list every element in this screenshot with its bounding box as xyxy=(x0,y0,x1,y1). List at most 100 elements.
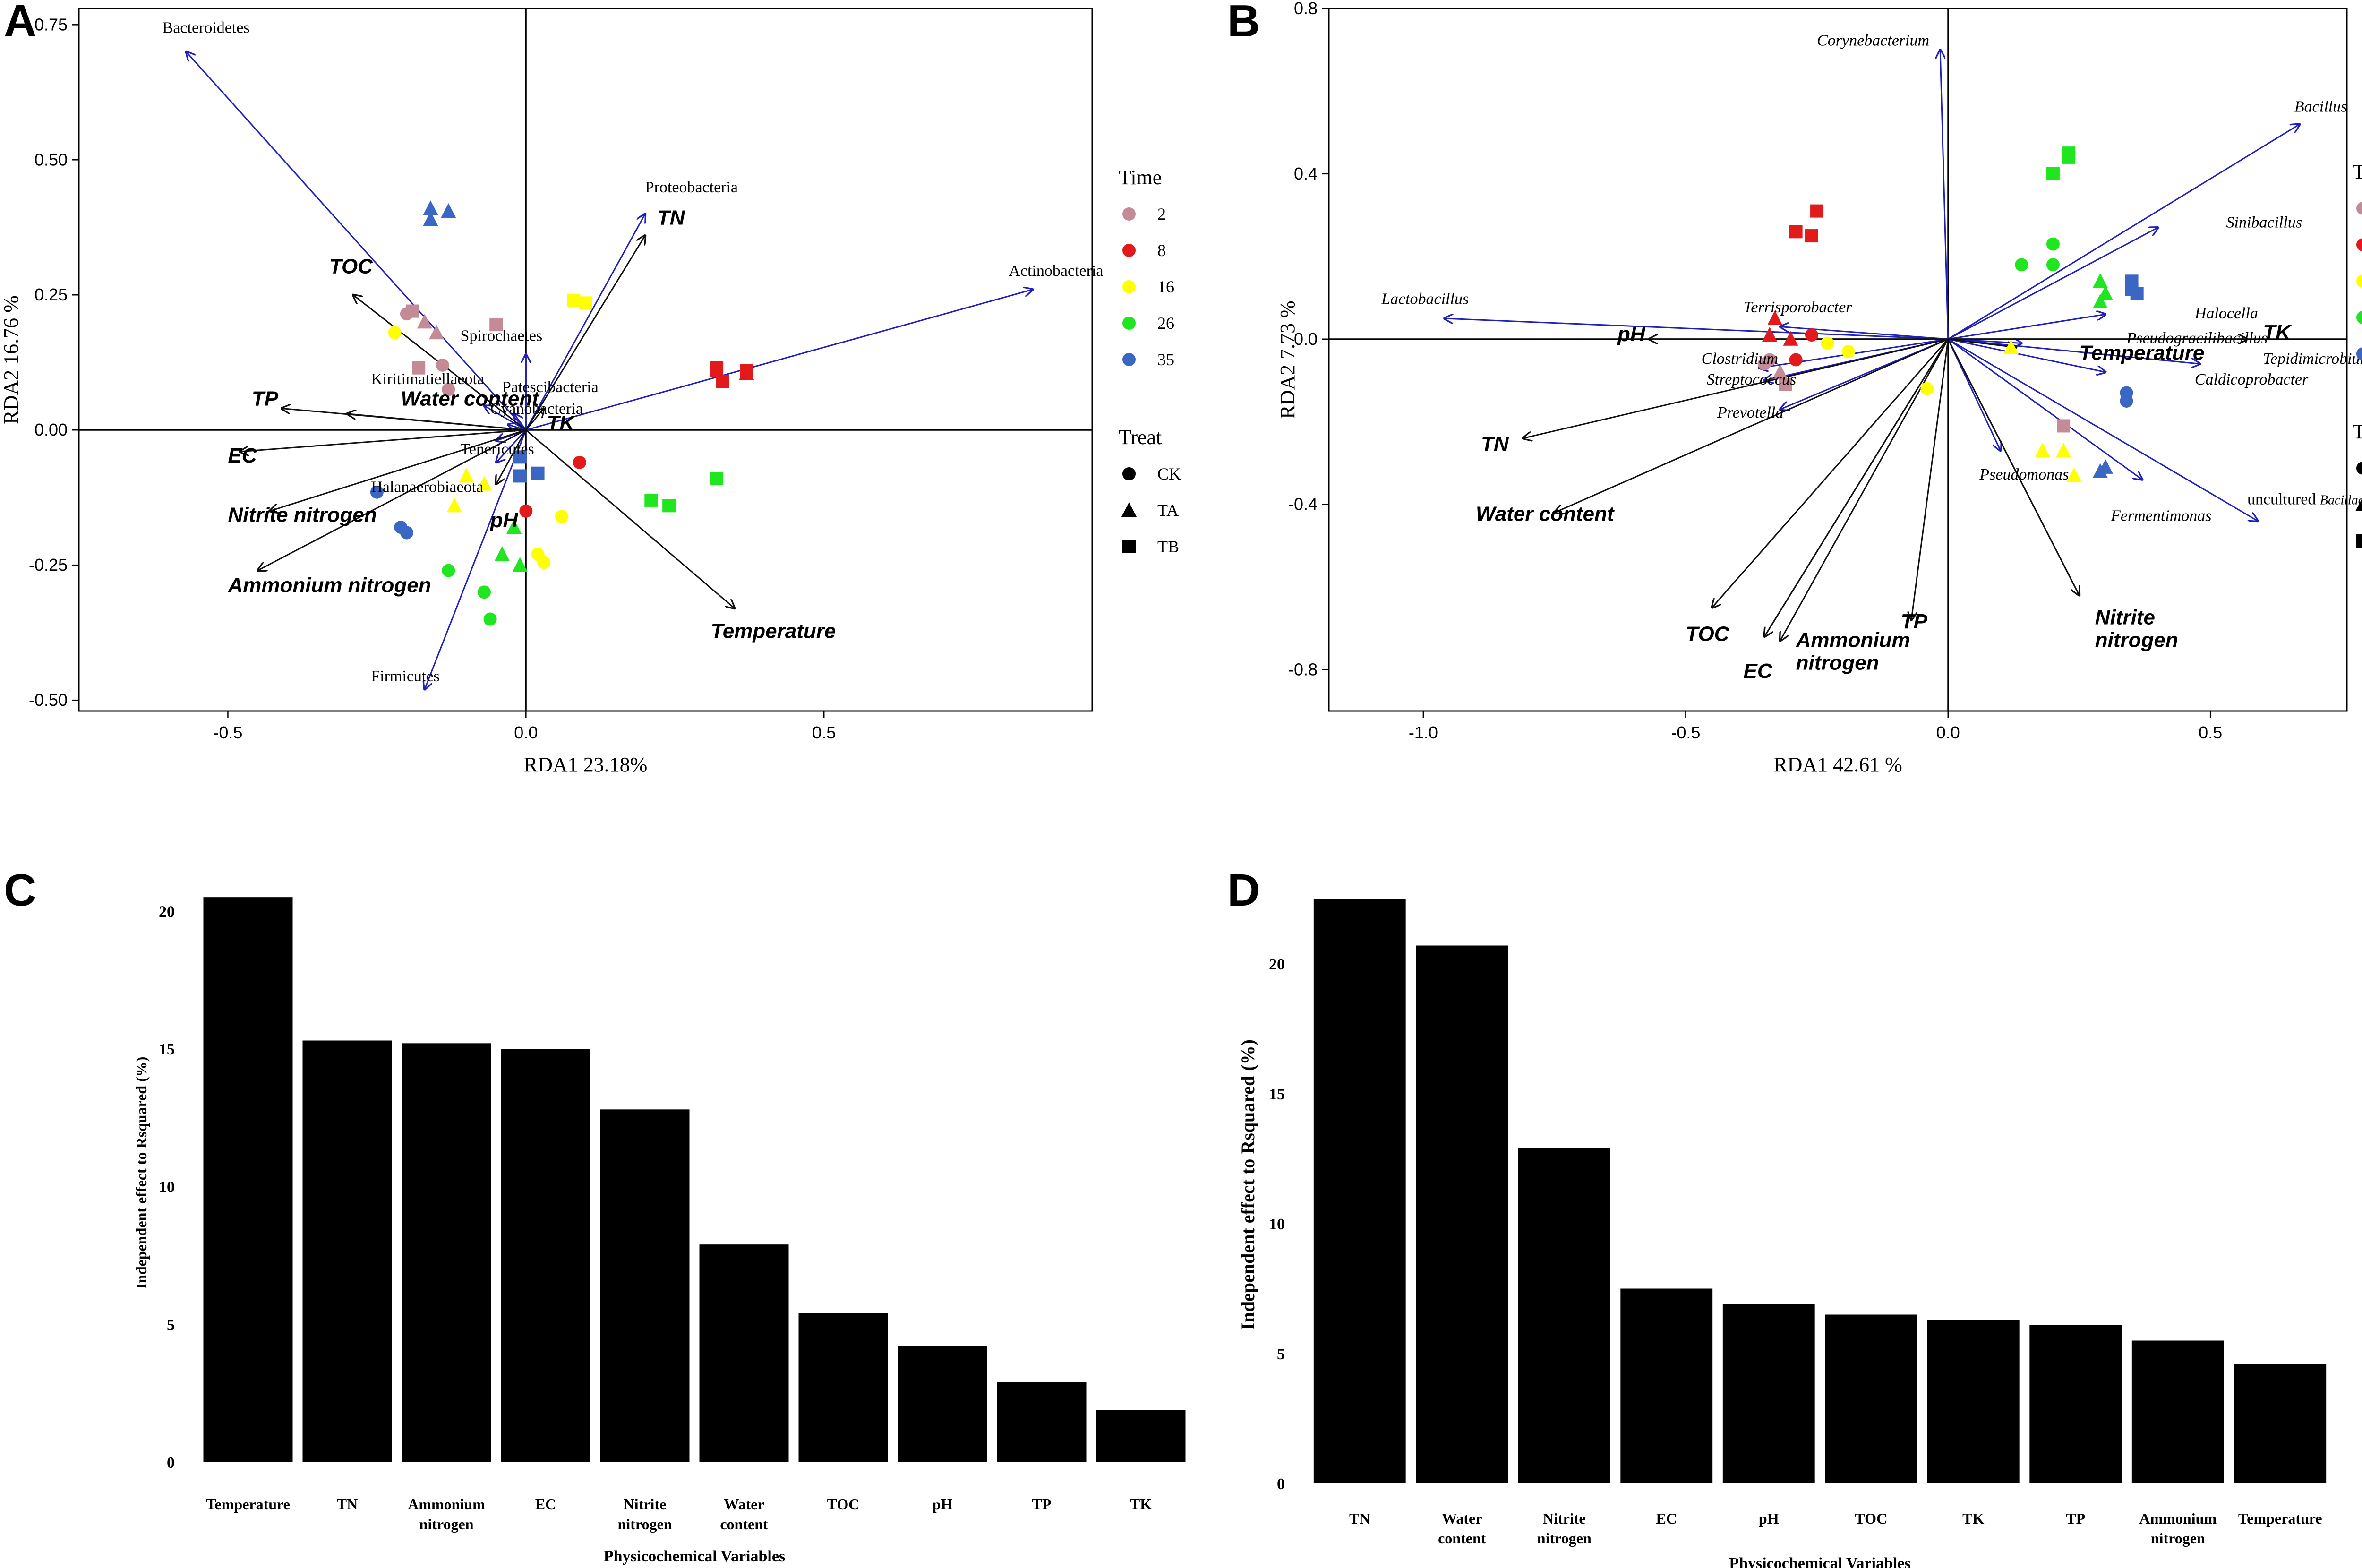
rda-chart-genus: -1.0 -0.5 0.0 0.5 -0.8 -0.4 0.0 0.4 0.8 RDA1 42.6… xyxy=(1276,0,2362,776)
category-label-ammonium-nitrogen: nitrogen xyxy=(419,1516,474,1533)
taxa-label-pseudogracilibacillus: Pseudogracilibacillus xyxy=(2126,330,2267,347)
bar-chart-genus-effects: 0 5 10 15 20 TN Water content Nitrite nitrogen EC p… xyxy=(1237,899,2327,1568)
panel-label-a: A xyxy=(4,0,37,46)
sample-point-t16-tb xyxy=(579,296,592,310)
sample-point-t16-ta xyxy=(459,468,474,483)
sample-point-t35-ta xyxy=(2092,463,2108,478)
taxa-label-tenericutes: Tenericutes xyxy=(461,441,534,458)
sample-point-t2-ta xyxy=(429,325,445,340)
category-label-nitrite-nitrogen: Nitrite xyxy=(1543,1510,1586,1527)
sample-point-t26-ta xyxy=(494,546,510,561)
env-label-ec: EC xyxy=(1744,660,1773,683)
category-label-tn: TN xyxy=(337,1496,358,1513)
y-axis-label: Independent effect to Rsquared (%) xyxy=(133,1057,150,1289)
y-tick-label: 5 xyxy=(1277,1345,1285,1363)
taxa-label-halanaerobiaeota: Halanaerobiaeota xyxy=(371,479,483,496)
taxa-vector-bacteroidetes xyxy=(186,52,527,431)
category-label-tp: TP xyxy=(2066,1510,2085,1527)
taxa-vector-patescibacteria xyxy=(514,414,527,431)
category-label-tn: TN xyxy=(1349,1510,1370,1527)
taxa-label-unculturedbacillaceae: uncultured Bacillaceae xyxy=(2247,491,2362,508)
y-tick-label: 15 xyxy=(159,1041,175,1058)
sample-point-t2-ck xyxy=(1757,357,1771,371)
category-label-water-content: Water xyxy=(724,1496,764,1513)
taxa-label-actinobacteria: Actinobacteria xyxy=(1009,262,1103,280)
env-vector-nitrite-nitrogen xyxy=(270,429,526,511)
bar-nitrite-nitrogen xyxy=(1518,1148,1610,1483)
category-label-tp: TP xyxy=(1032,1496,1052,1513)
env-vector-ec xyxy=(240,429,526,452)
taxa-label-clostridium: Clostridium xyxy=(1702,350,1778,368)
legend-treat-label-ck: CK xyxy=(1157,464,1181,483)
env-vector-tp xyxy=(1911,339,1949,620)
sample-point-t8-ta xyxy=(1783,331,1798,346)
sample-point-t35-tb xyxy=(513,469,527,483)
sample-point-t16-ta xyxy=(2066,467,2082,482)
legend-time-swatch-35 xyxy=(2356,347,2362,360)
env-label-tp: TP xyxy=(252,387,279,411)
env-label-tn: TN xyxy=(1481,432,1509,455)
y-tick-label: 20 xyxy=(159,903,175,920)
legend-time-swatch-2 xyxy=(2356,202,2362,215)
category-label-temperature: Temperature xyxy=(206,1496,290,1513)
y-tick-label: 0 xyxy=(167,1454,175,1472)
sample-point-t26-tb xyxy=(662,499,676,513)
category-label-ammonium-nitrogen: nitrogen xyxy=(2151,1530,2205,1547)
env-label-water-content: Water content xyxy=(1476,503,1615,526)
sample-point-t26-tb xyxy=(710,472,724,486)
sample-point-t26-ta xyxy=(2092,294,2108,309)
bar-ammonium-nitrogen xyxy=(402,1043,491,1462)
taxa-vector-halocella xyxy=(1948,314,2105,340)
legend-time-swatch-2 xyxy=(1122,207,1136,221)
category-label-water-content: content xyxy=(720,1516,768,1533)
env-label-tp: TP xyxy=(1901,610,1928,633)
sample-point-t26-ck xyxy=(2046,258,2060,272)
taxa-label-spirochaetes: Spirochaetes xyxy=(461,327,543,344)
category-label-ph: pH xyxy=(1759,1510,1779,1527)
y-tick-label: -0.4 xyxy=(1288,495,1318,514)
sample-point-t8-tb xyxy=(1789,225,1803,239)
y-tick-label: -0.50 xyxy=(29,690,68,710)
env-label-ph: pH xyxy=(490,509,519,532)
legend-treat-title: Treat xyxy=(1119,426,1162,449)
taxa-vector-halanaerobiaeota xyxy=(496,429,527,463)
env-label-water-content: Water content xyxy=(401,387,540,411)
bar-tn xyxy=(302,1040,392,1462)
y-tick-label: 0.25 xyxy=(34,285,68,304)
x-tick-label: -0.5 xyxy=(213,723,242,742)
legend-time-label-2: 2 xyxy=(1157,205,1166,223)
x-axis-label: Physicochemical Variables xyxy=(604,1548,785,1565)
sample-point-t35-ta xyxy=(423,200,438,215)
taxa-label-halocella: Halocella xyxy=(2194,305,2258,322)
bar-ammonium-nitrogen xyxy=(2131,1340,2224,1483)
y-axis-label: RDA2 7.73 % xyxy=(1276,300,1299,419)
y-tick-label: -0.25 xyxy=(29,555,68,574)
env-vector-tn xyxy=(1523,338,1949,438)
legend-time-swatch-16 xyxy=(2356,274,2362,288)
sample-point-t26-ck xyxy=(442,564,455,577)
y-tick-label: 15 xyxy=(1269,1086,1285,1103)
sample-point-t16-ck xyxy=(1841,345,1855,359)
env-label-tn: TN xyxy=(657,206,685,230)
category-label-water-content: content xyxy=(1438,1530,1486,1547)
sample-point-t8-tb xyxy=(710,361,724,375)
env-vector-ec xyxy=(1780,339,1949,641)
category-label-water-content: Water xyxy=(1442,1510,1482,1527)
taxa-label-lactobacillus: Lactobacillus xyxy=(1381,290,1469,308)
legend-time-swatch-8 xyxy=(2356,238,2362,251)
legend-time-label-26: 26 xyxy=(1157,314,1174,333)
taxa-label-pseudomonas: Pseudomonas xyxy=(1979,466,2069,483)
taxa-label-patescibacteria: Patescibacteria xyxy=(502,378,599,396)
sample-point-t26-ta xyxy=(506,519,522,534)
sample-point-t35-ck xyxy=(2120,394,2133,408)
sample-point-t16-ta xyxy=(446,497,462,513)
sample-point-t35-tb xyxy=(513,450,527,464)
sample-point-t2-tb xyxy=(412,361,426,375)
taxa-label-caldicoprobacter: Caldicoprobacter xyxy=(2195,371,2309,388)
y-axis-label: Independent effect to Rsquared (%) xyxy=(1237,1039,1258,1330)
x-axis-label: RDA1 23.18% xyxy=(524,753,648,776)
taxa-label-kiritimatiellaeota: Kiritimatiellaeota xyxy=(371,370,484,388)
sample-point-t16-ta xyxy=(2003,339,2019,354)
env-label-tk: TK xyxy=(2263,321,2292,344)
env-label-nitrite: Nitrite xyxy=(2095,606,2155,629)
